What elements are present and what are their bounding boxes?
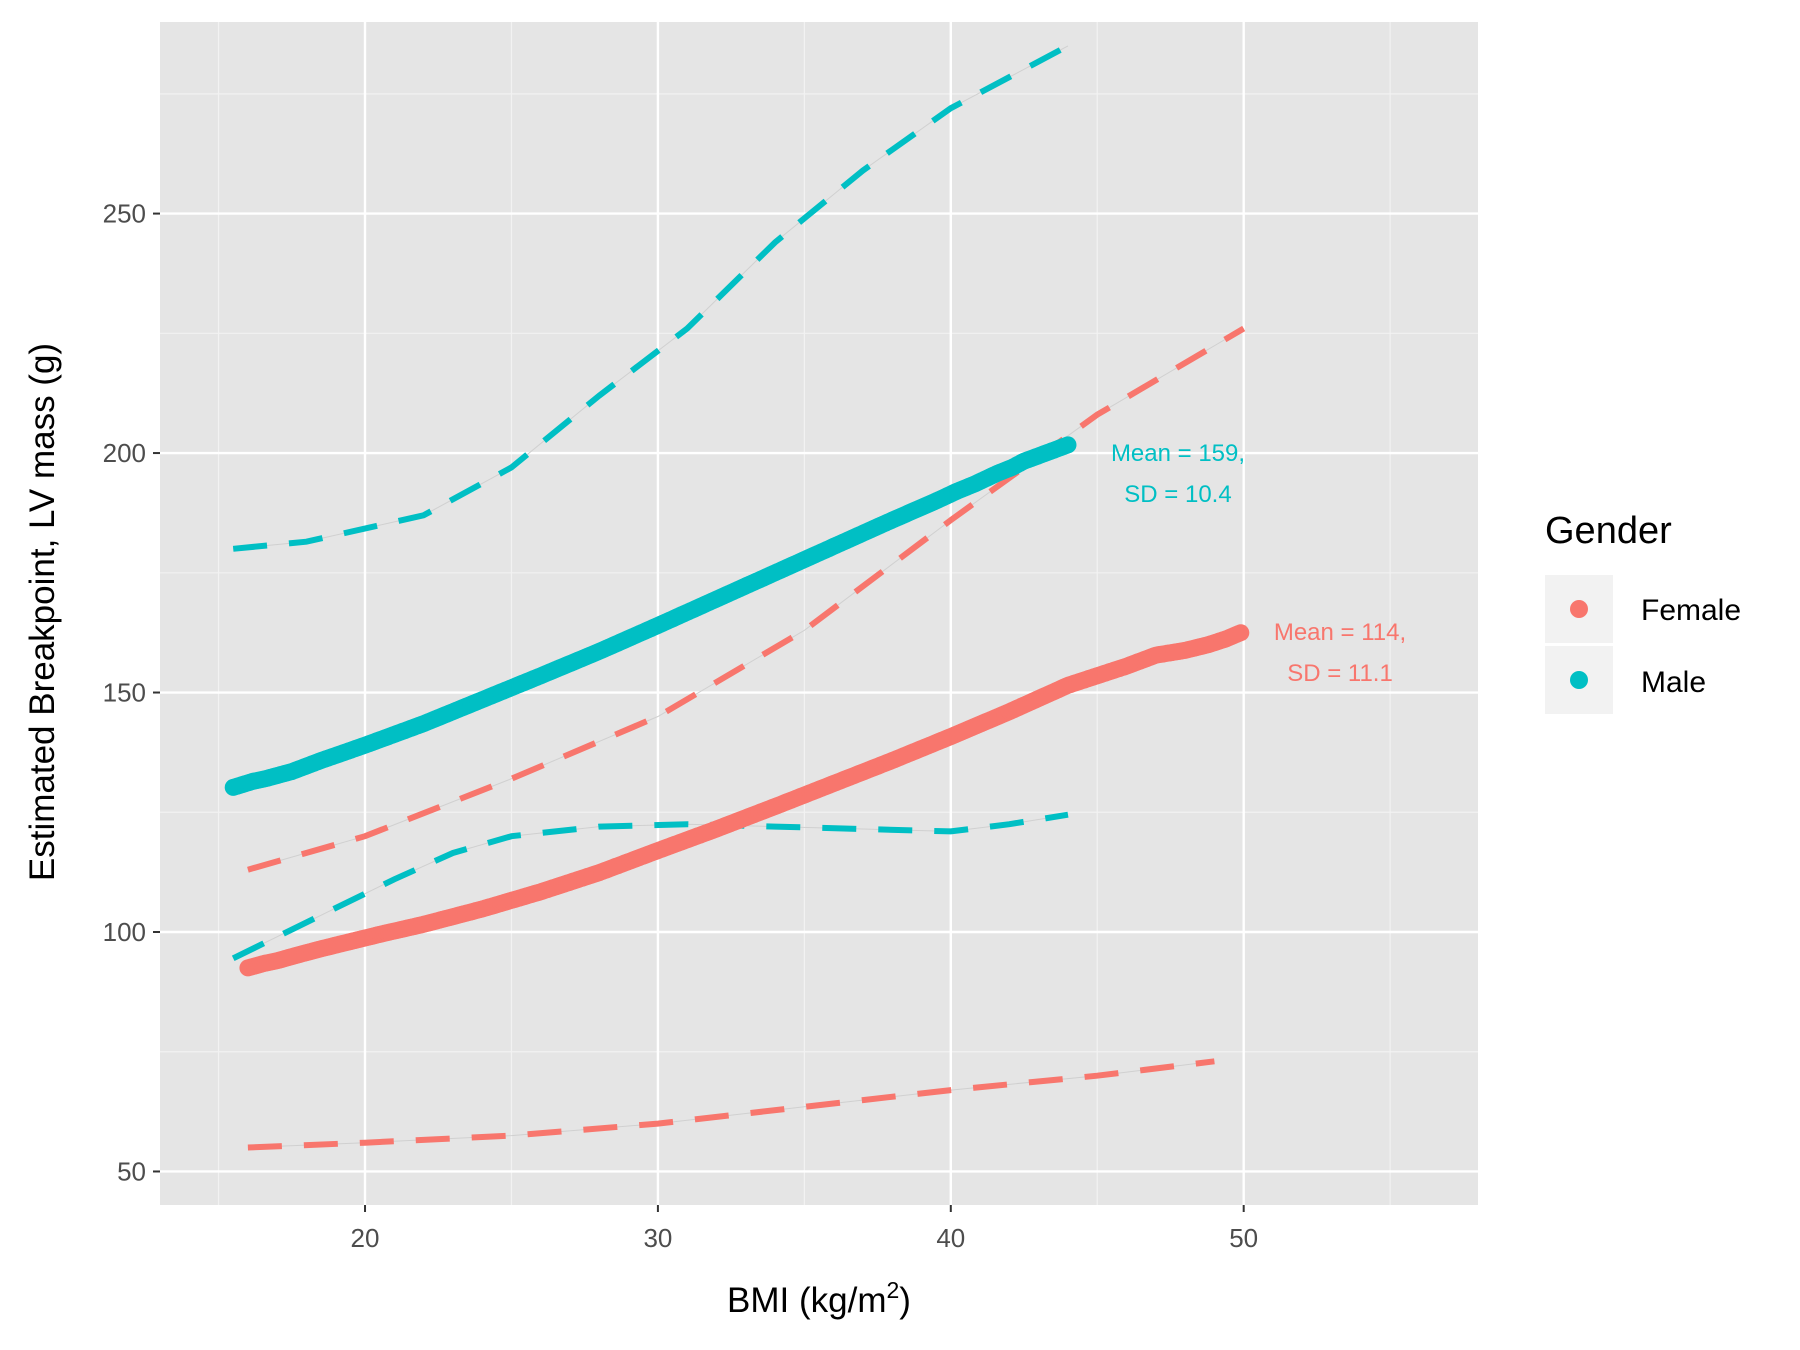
female-annotation-line1: Mean = 114,	[1274, 619, 1406, 646]
x-axis-ticks: 20 30 40 50	[351, 1205, 1258, 1253]
legend-title: Gender	[1545, 510, 1672, 552]
female-band-lower	[247, 1058, 1215, 1151]
confidence-bands	[231, 43, 1246, 1151]
male-point	[1059, 436, 1077, 454]
y-tick-label: 100	[103, 917, 146, 947]
y-axis-ticks: 50 100 150 200 250	[103, 199, 160, 1186]
y-tick-label: 250	[103, 199, 146, 229]
annotations: Mean = 159, SD = 10.4 Mean = 114, SD = 1…	[1111, 440, 1406, 687]
male-band-lower	[231, 811, 1069, 961]
y-tick-label: 150	[103, 678, 146, 708]
y-axis-title: Estimated Breakpoint, LV mass (g)	[23, 343, 62, 881]
male-annotation-line2: SD = 10.4	[1124, 481, 1231, 508]
legend: Gender Female Male	[1545, 510, 1741, 714]
y-tick-label: 50	[117, 1156, 146, 1186]
plot-panel	[160, 22, 1478, 1205]
male-annotation-line1: Mean = 159,	[1111, 440, 1245, 467]
legend-symbol-male	[1570, 671, 1588, 689]
female-annotation-line2: SD = 11.1	[1287, 660, 1393, 687]
female-band-upper	[247, 325, 1246, 873]
female-point	[1232, 624, 1250, 642]
legend-label-female: Female	[1641, 594, 1741, 627]
grid-major	[160, 22, 1478, 1205]
legend-symbol-female	[1570, 600, 1588, 618]
x-axis-title: BMI (kg/m2)	[727, 1277, 911, 1320]
x-tick-label: 40	[936, 1223, 965, 1253]
x-tick-label: 20	[351, 1223, 380, 1253]
data-points	[224, 436, 1250, 977]
x-tick-label: 50	[1229, 1223, 1258, 1253]
legend-label-male: Male	[1641, 666, 1706, 699]
x-tick-label: 30	[643, 1223, 672, 1253]
y-tick-label: 200	[103, 438, 146, 468]
male-band-upper	[232, 43, 1070, 552]
